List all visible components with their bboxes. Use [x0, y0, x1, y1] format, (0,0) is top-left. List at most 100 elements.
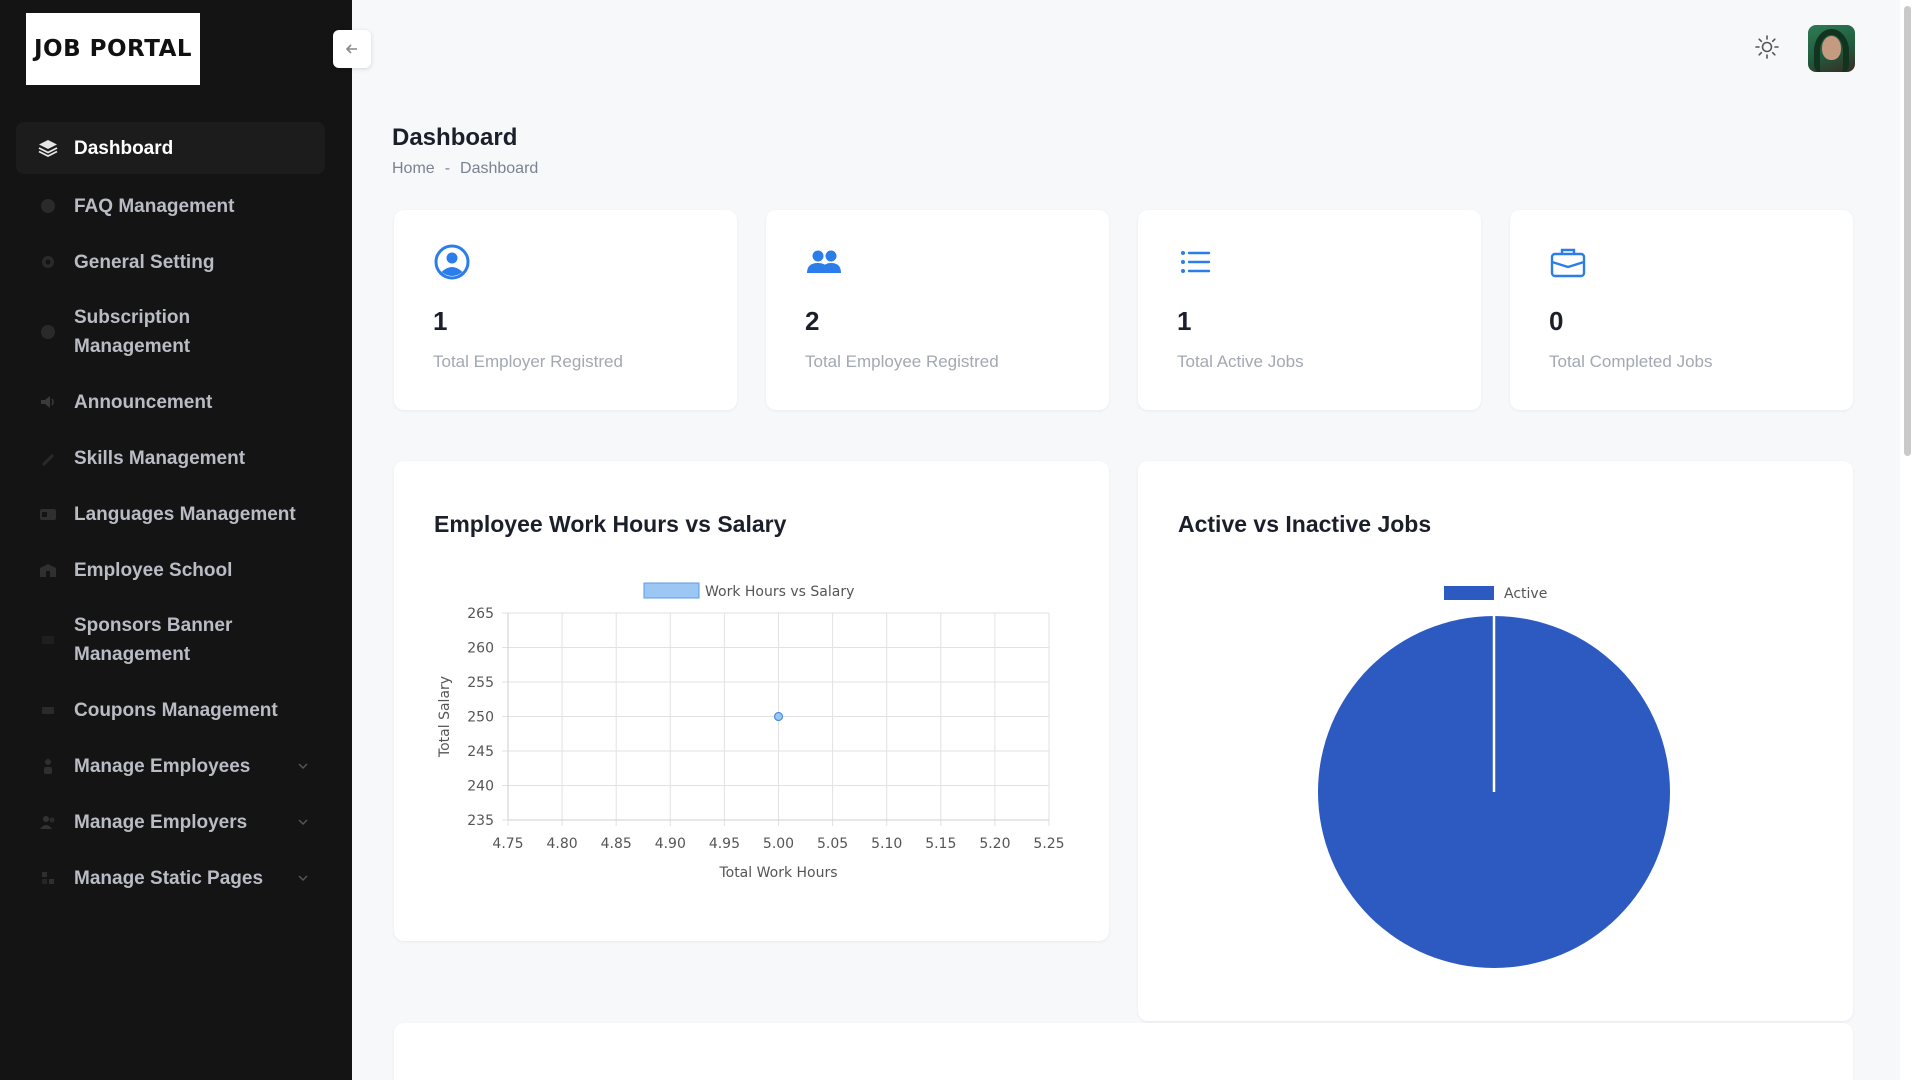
sidebar-collapse-button[interactable] — [333, 30, 371, 68]
arrow-left-icon — [345, 44, 357, 54]
sidebar-item-label: Dashboard — [74, 137, 174, 159]
sidebar-nav: Dashboard FAQ Management General Setting… — [16, 122, 325, 906]
page-title: Dashboard — [392, 124, 518, 151]
chart-title: Active vs Inactive Jobs — [1178, 511, 1432, 537]
pie-chart-card: Active vs Inactive Jobs Active — [1138, 461, 1853, 1021]
bottom-card — [394, 1023, 1853, 1080]
sidebar-item-label: Coupons Management — [74, 699, 278, 721]
user-avatar[interactable] — [1808, 25, 1855, 72]
stat-card-completed-jobs: 0 Total Completed Jobs — [1510, 210, 1853, 410]
sidebar-item-sponsors-banner-management[interactable]: Sponsors Banner Management — [16, 598, 325, 682]
chart-title: Employee Work Hours vs Salary — [434, 511, 787, 537]
x-tick-label: 4.90 — [655, 836, 686, 852]
pen-icon — [36, 446, 60, 470]
stat-label: Total Employee Registred — [805, 352, 999, 371]
chevron-down-icon — [298, 819, 308, 826]
stat-card-employers: 1 Total Employer Registred — [394, 210, 737, 410]
chevron-down-icon — [298, 875, 308, 882]
sidebar-item-label: Employee School — [74, 559, 233, 581]
user-circle-icon — [434, 244, 470, 280]
page-scrollbar[interactable] — [1900, 0, 1915, 1080]
x-tick-label: 5.00 — [763, 836, 794, 852]
layers-icon — [36, 136, 60, 160]
breadcrumb-separator: - — [444, 160, 451, 177]
stat-label: Total Active Jobs — [1177, 352, 1304, 371]
users-icon — [807, 250, 841, 273]
stat-label: Total Employer Registred — [433, 352, 623, 371]
x-tick-label: 4.95 — [709, 836, 740, 852]
stat-value: 1 — [1177, 306, 1192, 336]
legend-label: Active — [1504, 586, 1547, 602]
sidebar-item-label: FAQ Management — [74, 195, 235, 217]
logo[interactable]: JOB PORTAL — [26, 13, 200, 85]
user-icon — [36, 754, 60, 778]
breadcrumb: Home - Dashboard — [392, 160, 538, 178]
sidebar-item-skills-management[interactable]: Skills Management — [16, 430, 325, 486]
scatter-chart-card: Employee Work Hours vs Salary 4.75 4.80 4.… — [394, 461, 1109, 941]
x-tick-label: 4.80 — [547, 836, 578, 852]
y-tick-label: 245 — [467, 744, 494, 760]
legend-swatch — [643, 582, 700, 599]
scrollbar-thumb[interactable] — [1904, 6, 1911, 456]
sun-icon[interactable] — [1753, 33, 1781, 61]
stat-value: 0 — [1549, 306, 1564, 336]
sidebar-item-coupons-management[interactable]: Coupons Management — [16, 682, 325, 738]
question-icon — [36, 320, 60, 344]
y-tick-label: 250 — [467, 710, 494, 726]
x-tick-label: 4.75 — [492, 836, 523, 852]
sidebar-item-label: Subscription Management — [74, 307, 191, 357]
pie-chart: Active — [1318, 586, 1670, 968]
sidebar-item-employee-school[interactable]: Employee School — [16, 542, 325, 598]
question-icon — [36, 194, 60, 218]
sidebar-item-label: Sponsors Banner Management — [74, 615, 233, 665]
x-tick-label: 5.10 — [871, 836, 902, 852]
sidebar-item-faq-management[interactable]: FAQ Management — [16, 178, 325, 234]
megaphone-icon — [36, 390, 60, 414]
sidebar-item-label: Manage Employers — [74, 811, 248, 833]
stat-card-employees: 2 Total Employee Registred — [766, 210, 1109, 410]
chevron-down-icon — [298, 763, 308, 770]
pages-icon — [36, 866, 60, 890]
logo-text: JOB PORTAL — [33, 36, 193, 62]
y-tick-label: 235 — [467, 813, 494, 829]
sidebar-item-manage-employers[interactable]: Manage Employers — [16, 794, 325, 850]
ticket-icon — [36, 698, 60, 722]
x-tick-label: 5.05 — [817, 836, 848, 852]
sidebar-item-subscription-management[interactable]: Subscription Management — [16, 290, 325, 374]
y-axis-label: Total Salary — [437, 676, 453, 758]
sidebar-item-label: Languages Management — [74, 503, 296, 525]
stat-value: 1 — [433, 306, 448, 336]
x-tick-label: 5.25 — [1033, 836, 1064, 852]
sidebar-item-dashboard[interactable]: Dashboard — [16, 122, 325, 174]
sidebar-item-label: Announcement — [74, 391, 213, 413]
sidebar-item-label: Skills Management — [74, 447, 246, 469]
breadcrumb-current: Dashboard — [460, 160, 539, 177]
users-icon — [36, 810, 60, 834]
x-axis-label: Total Work Hours — [718, 865, 837, 881]
sidebar: JOB PORTAL Dashboard FAQ Management Gene… — [0, 0, 352, 1080]
breadcrumb-home-link[interactable]: Home — [392, 160, 435, 177]
school-icon — [36, 558, 60, 582]
stat-value: 2 — [805, 306, 820, 336]
sidebar-item-manage-employees[interactable]: Manage Employees — [16, 738, 325, 794]
x-tick-label: 5.15 — [925, 836, 956, 852]
y-tick-label: 265 — [467, 606, 494, 622]
legend-swatch — [1444, 586, 1494, 600]
sidebar-item-manage-static-pages[interactable]: Manage Static Pages — [16, 850, 325, 906]
banner-icon — [36, 628, 60, 652]
gear-icon — [36, 250, 60, 274]
sidebar-item-languages-management[interactable]: Languages Management — [16, 486, 325, 542]
stat-card-active-jobs: 1 Total Active Jobs — [1138, 210, 1481, 410]
y-tick-label: 260 — [467, 641, 494, 657]
sidebar-item-label: General Setting — [74, 251, 215, 273]
sidebar-item-label: Manage Employees — [74, 755, 251, 777]
sidebar-item-general-setting[interactable]: General Setting — [16, 234, 325, 290]
id-card-icon — [36, 502, 60, 526]
y-tick-label: 240 — [467, 779, 494, 795]
sidebar-item-announcement[interactable]: Announcement — [16, 374, 325, 430]
list-icon — [1181, 251, 1211, 273]
sidebar-item-label: Manage Static Pages — [74, 867, 264, 889]
legend-label: Work Hours vs Salary — [705, 584, 854, 600]
briefcase-icon — [1550, 248, 1586, 278]
scatter-chart: 4.75 4.80 4.85 4.90 4.95 5.00 5.05 5.10 5.15 5.20… — [437, 582, 1065, 881]
